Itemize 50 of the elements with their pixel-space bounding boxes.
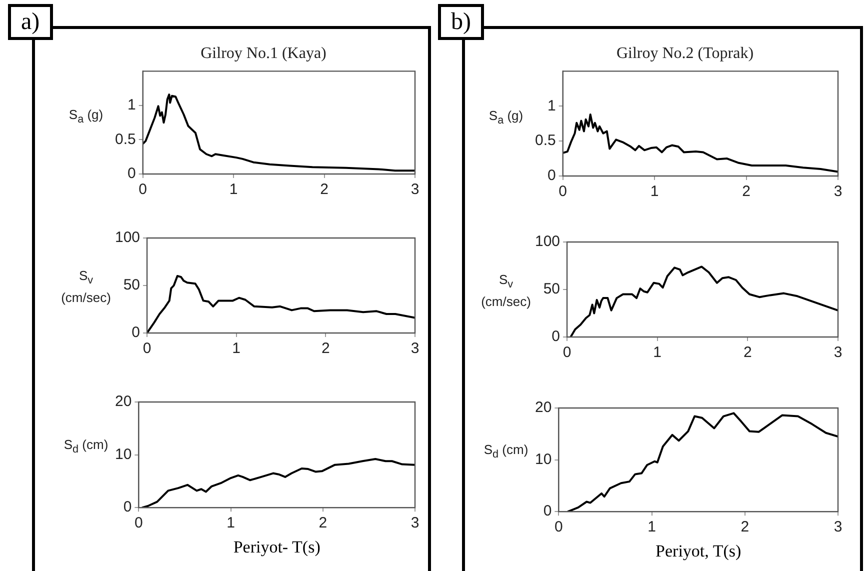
x-axis-title: Periyot, T(s) [656,541,742,560]
x-axis-title: Periyot- T(s) [233,537,320,556]
y-tick-label: 100 [534,233,560,250]
y-tick-label: 0 [123,498,132,516]
y-tick-label: 100 [114,229,140,246]
text: b) [438,4,484,40]
chart-title: Gilroy No.1 (Kaya) [200,44,326,62]
y-tick-label: 0.5 [114,130,136,148]
x-tick-label: 1 [229,181,238,198]
x-tick-label: 3 [834,518,842,536]
y-tick-label: 1 [128,96,136,114]
x-tick-label: 1 [653,344,662,362]
chart-title: Gilroy No.2 (Toprak) [616,44,754,62]
x-tick-label: 1 [650,183,659,200]
y-axis-title: S$_{a}$ (g) [488,107,524,129]
y-tick-label: 50 [543,280,560,298]
y-axis-title: S$_{v}$ (cm/sec) [60,266,112,308]
x-tick-label: 2 [320,181,328,198]
x-tick-label: 3 [834,183,842,200]
y-tick-label: 0 [552,328,560,346]
x-tick-label: 1 [226,514,235,532]
x-tick-label: 1 [232,340,241,358]
y-tick-label: 0.5 [534,132,556,150]
y-tick-label: 0 [543,502,552,520]
y-tick-label: 10 [114,446,132,463]
x-tick-label: 3 [410,181,420,198]
y-tick-label: 50 [123,276,140,294]
x-tick-label: 2 [322,340,330,358]
x-tick-label: 0 [142,340,152,358]
y-axis-title: S$_{v}$ (cm/sec) [480,270,532,312]
x-tick-label: 2 [318,514,328,532]
y-tick-label: 0 [132,324,140,342]
y-axis-title: S$_{a}$ (g) [68,106,104,128]
x-tick-label: 0 [562,344,572,362]
y-tick-label: 20 [534,399,552,416]
x-tick-label: 1 [648,518,656,536]
x-tick-label: 2 [740,518,750,536]
y-tick-label: 1 [548,97,556,114]
x-tick-label: 3 [834,344,842,362]
y-axis-title: S$_{d}$ (cm) [62,436,110,458]
y-tick-label: 0 [128,165,136,182]
y-tick-label: 10 [534,450,552,468]
x-tick-label: 2 [744,344,752,362]
text: a) [8,4,53,40]
x-tick-label: 2 [742,183,750,200]
y-tick-label: 20 [114,393,132,410]
y-axis-title: S$_{d}$ (cm) [482,440,530,462]
x-tick-label: 3 [410,340,420,358]
y-tick-label: 0 [548,167,556,184]
x-tick-label: 3 [410,514,420,532]
